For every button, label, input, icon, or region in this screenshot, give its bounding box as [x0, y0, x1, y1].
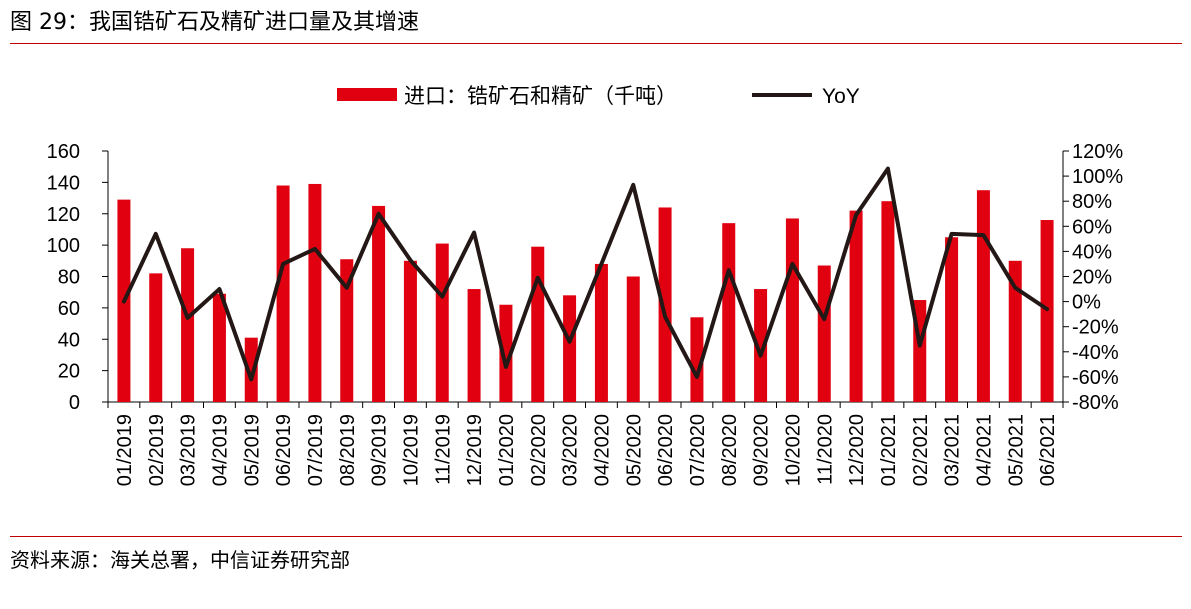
- bar: [817, 265, 831, 402]
- right-tick-label: -60%: [1072, 367, 1119, 389]
- source-rule: [10, 536, 1182, 537]
- x-tick-label: 06/2020: [655, 414, 677, 486]
- bar-series: [117, 183, 1054, 402]
- x-tick-label: 03/2020: [560, 414, 582, 486]
- x-tick-label: 06/2021: [1037, 414, 1059, 486]
- bar: [372, 205, 386, 402]
- bar: [308, 183, 322, 402]
- x-tick-label: 12/2020: [846, 414, 868, 486]
- x-tick-label: 09/2020: [751, 414, 773, 486]
- x-tick-label: 04/2019: [209, 414, 231, 486]
- bar: [785, 218, 799, 402]
- right-tick-label: -40%: [1072, 342, 1119, 364]
- bar: [181, 248, 195, 402]
- bar: [976, 190, 990, 402]
- x-tick-label: 07/2020: [687, 414, 709, 486]
- chart: 进口：锆矿石和精矿（千吨） YoY 020406080100120140160 …: [47, 85, 1124, 486]
- bar: [276, 185, 290, 402]
- legend-bar-label: 进口：锆矿石和精矿（千吨）: [404, 85, 677, 108]
- x-tick-label: 05/2021: [1005, 414, 1027, 486]
- x-tick-label: 03/2021: [942, 414, 964, 486]
- left-tick-label: 0: [69, 392, 80, 414]
- x-tick-label: 01/2019: [114, 414, 136, 486]
- left-tick-label: 60: [58, 298, 80, 320]
- figure-title: 图 29：我国锆矿石及精矿进口量及其增速: [10, 10, 419, 35]
- left-tick-label: 80: [58, 267, 80, 289]
- bar: [403, 260, 417, 402]
- bar: [499, 304, 513, 402]
- bar: [563, 295, 577, 402]
- bar: [467, 289, 481, 402]
- bar: [658, 207, 672, 402]
- bar: [690, 317, 704, 402]
- bar: [849, 210, 863, 402]
- x-tick-label: 01/2021: [878, 414, 900, 486]
- bar: [244, 337, 258, 402]
- x-tick-label: 08/2019: [337, 414, 359, 486]
- left-tick-label: 120: [47, 204, 80, 226]
- x-tick-label: 04/2021: [973, 414, 995, 486]
- x-tick-label: 10/2019: [400, 414, 422, 486]
- x-tick-label: 01/2020: [496, 414, 518, 486]
- legend: 进口：锆矿石和精矿（千吨） YoY: [337, 85, 860, 108]
- x-tick-label: 11/2019: [432, 414, 454, 485]
- right-tick-label: -20%: [1072, 317, 1119, 339]
- x-tick-label: 12/2019: [464, 414, 486, 486]
- right-tick-label: 100%: [1072, 166, 1123, 188]
- x-tick-label: 03/2019: [178, 414, 200, 486]
- x-tick-label: 04/2020: [591, 414, 613, 486]
- x-tick-label: 06/2019: [273, 414, 295, 486]
- bar: [722, 223, 736, 402]
- right-tick-label: 40%: [1072, 241, 1112, 263]
- yoy-line-series: [121, 166, 1050, 382]
- right-axis-ticks: -80% -60% -40% -20% 0% 20% 40% 60% 80% 100% 120%: [1063, 141, 1123, 414]
- left-tick-label: 20: [58, 361, 80, 383]
- right-tick-label: 120%: [1072, 141, 1123, 163]
- x-tick-label: 02/2020: [528, 414, 550, 486]
- bar: [754, 289, 768, 402]
- right-tick-label: 80%: [1072, 191, 1112, 213]
- x-tick-label: 02/2021: [910, 414, 932, 486]
- left-axis-ticks: 0 20 40 60 80 100 120 140 160: [47, 141, 108, 414]
- legend-bar-swatch: [337, 88, 397, 101]
- left-tick-label: 40: [58, 329, 80, 351]
- bar: [594, 263, 608, 402]
- left-tick-label: 100: [47, 235, 80, 257]
- right-tick-label: 0%: [1072, 292, 1101, 314]
- left-tick-label: 160: [47, 141, 80, 163]
- right-tick-label: 60%: [1072, 216, 1112, 238]
- x-tick-label: 05/2019: [241, 414, 263, 486]
- bar: [340, 259, 354, 402]
- bar: [881, 201, 895, 402]
- source-note: 资料来源：海关总署，中信证券研究部: [10, 548, 350, 572]
- bar: [626, 276, 640, 402]
- bar: [435, 243, 449, 402]
- x-tick-label: 11/2020: [814, 414, 836, 485]
- x-tick-label: 07/2019: [305, 414, 327, 486]
- right-tick-label: 20%: [1072, 267, 1112, 289]
- x-tick-label: 09/2019: [369, 414, 391, 486]
- bar: [945, 237, 959, 402]
- left-tick-label: 140: [47, 172, 80, 194]
- x-axis-ticks: 01/2019 02/2019 03/2019 04/2019 05/2019 06/20…: [107, 402, 1064, 486]
- x-tick-label: 02/2019: [146, 414, 168, 486]
- legend-line-label: YoY: [822, 85, 860, 108]
- title-rule: [10, 43, 1182, 44]
- bar: [149, 273, 163, 402]
- bar: [531, 246, 545, 402]
- right-tick-label: -80%: [1072, 392, 1119, 414]
- bar: [1008, 260, 1022, 402]
- bar: [212, 293, 226, 402]
- x-tick-label: 08/2020: [719, 414, 741, 486]
- yoy-line: [121, 166, 1050, 382]
- x-tick-label: 05/2020: [623, 414, 645, 486]
- x-tick-label: 10/2020: [782, 414, 804, 486]
